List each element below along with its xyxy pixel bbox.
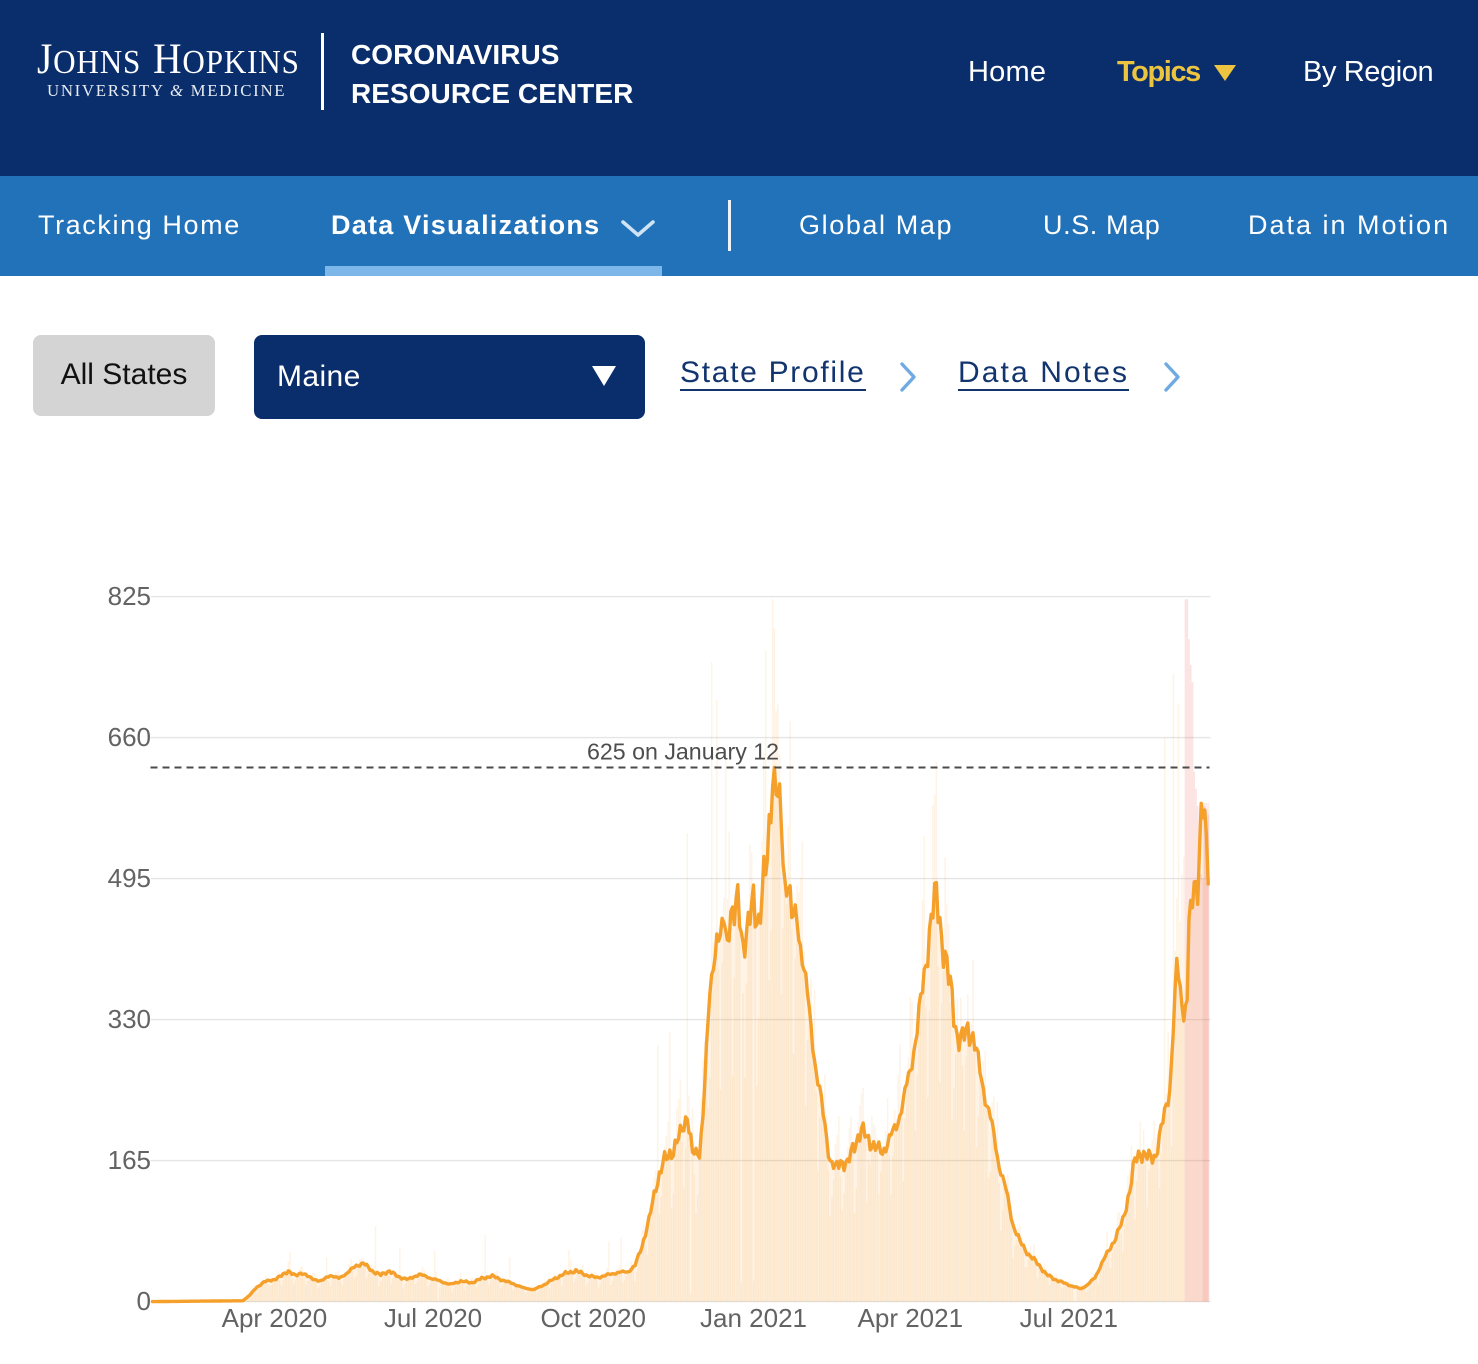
svg-text:330: 330 <box>108 1004 151 1034</box>
svg-text:495: 495 <box>108 863 151 893</box>
svg-text:165: 165 <box>108 1145 151 1175</box>
svg-text:Apr 2020: Apr 2020 <box>222 1303 328 1333</box>
svg-text:Jul 2021: Jul 2021 <box>1020 1303 1118 1333</box>
svg-text:825: 825 <box>108 581 151 611</box>
svg-text:Oct 2020: Oct 2020 <box>540 1303 646 1333</box>
svg-text:0: 0 <box>137 1286 151 1316</box>
svg-text:Jul 2020: Jul 2020 <box>384 1303 482 1333</box>
svg-text:625 on January 12: 625 on January 12 <box>587 739 779 765</box>
svg-text:660: 660 <box>108 722 151 752</box>
svg-text:Jan 2021: Jan 2021 <box>700 1303 807 1333</box>
svg-text:Apr 2021: Apr 2021 <box>858 1303 964 1333</box>
